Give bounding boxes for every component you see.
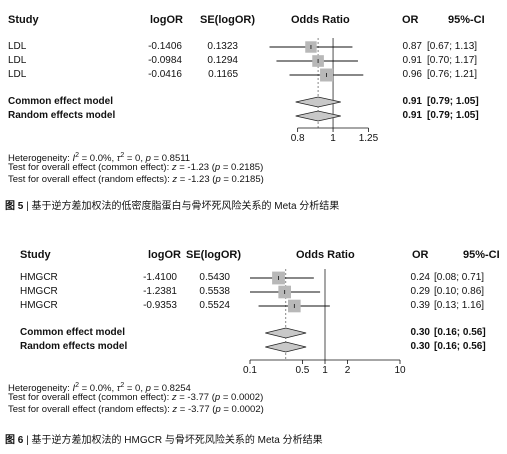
x-tick-label: 0.8	[291, 133, 305, 144]
pooled-label: Random effects model	[8, 110, 116, 121]
study-logor: -1.2381	[143, 286, 177, 297]
study-logor: -0.9353	[143, 300, 177, 311]
header-or: OR	[412, 249, 429, 261]
odds-ratio-plot: 0.1 0.5 1 2 10	[243, 269, 406, 376]
forest-plot-1: Study logOR SE(logOR) Odds Ratio OR 95%-…	[0, 0, 507, 215]
pooled-ci: [0.79; 1.05]	[427, 96, 479, 107]
figure-caption: 图 5 | 基于逆方差加权法的低密度脂蛋白与骨坏死风险关系的 Meta 分析结果	[5, 197, 339, 212]
x-tick-label: 1.25	[359, 133, 379, 144]
study-se: 0.1323	[207, 41, 238, 52]
pooled-or: 0.30	[410, 341, 430, 352]
study-or: 0.91	[402, 55, 422, 66]
pooled-ci: [0.16; 0.56]	[434, 327, 486, 338]
overall-effect-common: Test for overall effect (common effect):…	[8, 162, 264, 173]
overall-effect-random: Test for overall effect (random effects)…	[8, 174, 264, 185]
x-tick-label: 0.1	[243, 365, 257, 376]
study-logor: -0.1406	[148, 41, 182, 52]
caption-label: 图 5	[5, 201, 24, 212]
study-name: HMGCR	[20, 272, 58, 283]
study-name: LDL	[8, 69, 27, 80]
study-se: 0.1165	[208, 69, 238, 80]
pooled-or: 0.91	[402, 110, 422, 121]
study-se: 0.1294	[207, 55, 238, 66]
header-odds-ratio: Odds Ratio	[291, 14, 350, 26]
pooled-label: Common effect model	[8, 96, 114, 107]
study-name: LDL	[8, 55, 27, 66]
odds-ratio-plot: 0.8 1 1.25	[269, 38, 379, 144]
caption-label: 图 6	[5, 435, 24, 446]
header-logor: logOR	[150, 14, 183, 26]
overall-effect-random: Test for overall effect (random effects)…	[8, 404, 264, 415]
header-logor: logOR	[148, 249, 181, 261]
x-tick-label: 2	[345, 365, 351, 376]
study-or: 0.29	[410, 286, 430, 297]
study-name: LDL	[8, 41, 27, 52]
pooled-ci: [0.16; 0.56]	[434, 341, 486, 352]
heterogeneity-text: Heterogeneity: I2 = 0.0%, τ2 = 0, p = 0.…	[8, 152, 191, 165]
caption-text: 基于逆方差加权法的 HMGCR 与骨坏死风险关系的 Meta 分析结果	[31, 435, 323, 446]
header-se: SE(logOR)	[200, 14, 255, 26]
pooled-diamond	[265, 341, 307, 353]
study-or: 0.24	[410, 272, 430, 283]
study-se: 0.5524	[199, 300, 230, 311]
study-or: 0.96	[402, 69, 422, 80]
study-logor: -0.0416	[148, 69, 182, 80]
forest-plot-2: Study logOR SE(logOR) Odds Ratio OR 95%-…	[0, 235, 507, 454]
x-tick-label: 0.5	[295, 365, 309, 376]
study-ci: [0.10; 0.86]	[434, 286, 485, 297]
study-or: 0.87	[402, 41, 422, 52]
header-or: OR	[402, 14, 419, 26]
figure-caption: 图 6 | 基于逆方差加权法的 HMGCR 与骨坏死风险关系的 Meta 分析结…	[5, 431, 323, 446]
x-tick-label: 1	[322, 365, 328, 376]
study-or: 0.39	[410, 300, 430, 311]
header-study: Study	[8, 14, 39, 26]
study-ci: [0.76; 1.21]	[427, 69, 478, 80]
caption-separator: |	[26, 435, 32, 446]
x-tick-label: 10	[394, 365, 406, 376]
study-name: HMGCR	[20, 286, 58, 297]
study-ci: [0.67; 1.13]	[427, 41, 478, 52]
study-se: 0.5430	[199, 272, 230, 283]
caption-text: 基于逆方差加权法的低密度脂蛋白与骨坏死风险关系的 Meta 分析结果	[31, 201, 340, 212]
study-se: 0.5538	[199, 286, 230, 297]
pooled-diamond	[295, 110, 341, 122]
x-tick-label: 1	[330, 133, 336, 144]
heterogeneity-text: Heterogeneity: I2 = 0.0%, τ2 = 0, p = 0.…	[8, 382, 191, 395]
study-ci: [0.70; 1.17]	[427, 55, 478, 66]
study-logor: -0.0984	[148, 55, 182, 66]
pooled-diamond	[295, 96, 341, 108]
study-name: HMGCR	[20, 300, 58, 311]
pooled-ci: [0.79; 1.05]	[427, 110, 479, 121]
header-ci: 95%-CI	[448, 14, 485, 26]
pooled-diamond	[265, 327, 307, 339]
header-ci: 95%-CI	[463, 249, 500, 261]
study-ci: [0.13; 1.16]	[434, 300, 485, 311]
caption-separator: |	[26, 201, 32, 212]
study-ci: [0.08; 0.71]	[434, 272, 485, 283]
study-logor: -1.4100	[143, 272, 177, 283]
pooled-or: 0.91	[402, 96, 422, 107]
overall-effect-common: Test for overall effect (common effect):…	[8, 392, 264, 403]
pooled-label: Common effect model	[20, 327, 126, 338]
pooled-or: 0.30	[410, 327, 430, 338]
header-se: SE(logOR)	[186, 249, 241, 261]
header-odds-ratio: Odds Ratio	[296, 249, 355, 261]
header-study: Study	[20, 249, 51, 261]
pooled-label: Random effects model	[20, 341, 128, 352]
